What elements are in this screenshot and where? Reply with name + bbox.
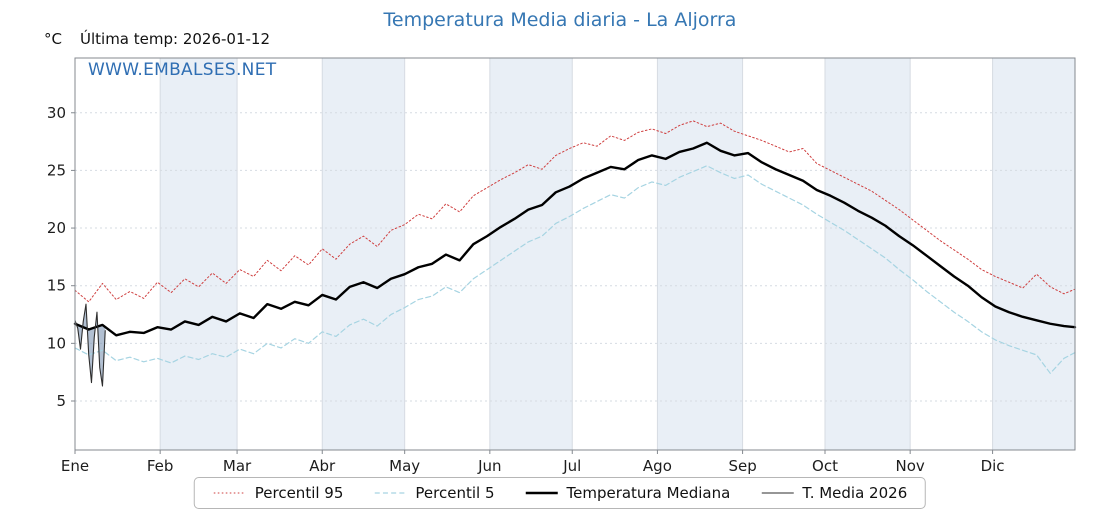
x-tick-label: Jul	[562, 457, 581, 475]
y-tick-label: 5	[56, 392, 66, 410]
series-line-t-media-2026	[74, 303, 106, 387]
month-band	[489, 58, 573, 450]
x-tick-label: Mar	[223, 457, 252, 475]
last-temp-label: Última temp: 2026-01-12	[80, 30, 271, 48]
month-band	[160, 58, 238, 450]
month-band	[992, 58, 1075, 450]
y-tick-label: 30	[47, 104, 66, 122]
series-line-percentil-95	[74, 120, 1076, 303]
legend-label-t-media-2026: T. Media 2026	[802, 484, 908, 502]
x-tick-label: Oct	[812, 457, 838, 475]
y-tick-label: 25	[47, 161, 66, 179]
legend-sample-percentil-95	[213, 492, 246, 494]
legend-sample-percentil-5	[374, 492, 407, 494]
x-tick-label: Dic	[981, 457, 1005, 475]
x-tick-label: Ago	[643, 457, 672, 475]
legend-item-percentil-95: Percentil 95	[213, 484, 344, 502]
legend-item-temperatura-mediana: Temperatura Mediana	[524, 484, 730, 502]
series-line-temperatura-mediana	[73, 141, 1077, 337]
y-tick-label: 15	[47, 277, 66, 295]
y-tick-label: 10	[47, 334, 66, 352]
month-band	[657, 58, 743, 450]
month-band	[322, 58, 405, 450]
legend-sample-t-media-2026	[761, 492, 794, 494]
series-line-percentil-5	[74, 165, 1076, 374]
legend-label-percentil-5: Percentil 5	[415, 484, 495, 502]
x-tick-label: Nov	[896, 457, 925, 475]
x-tick-label: Jun	[477, 457, 501, 475]
x-tick-label: Feb	[147, 457, 174, 475]
legend-label-percentil-95: Percentil 95	[254, 484, 344, 502]
watermark: WWW.EMBALSES.NET	[88, 60, 277, 80]
legend-sample-temperatura-mediana	[525, 491, 558, 495]
x-tick-label: Sep	[728, 457, 756, 475]
legend-item-t-media-2026: T. Media 2026	[760, 484, 907, 502]
x-tick-label: Abr	[309, 457, 336, 475]
legend-label-temperatura-mediana: Temperatura Mediana	[566, 484, 731, 502]
legend: Percentil 95 Percentil 5 Temperatura Media…	[193, 477, 927, 509]
fill-2026-area	[75, 304, 106, 387]
x-tick-label: May	[389, 457, 420, 475]
y-tick-label: 20	[47, 219, 66, 237]
month-band	[825, 58, 911, 450]
legend-item-percentil-5: Percentil 5	[373, 484, 494, 502]
x-tick-label: Ene	[61, 457, 89, 475]
plot-border	[74, 57, 1076, 451]
chart-title: Temperatura Media diaria - La Aljorra	[383, 9, 737, 31]
y-axis-unit-label: °C	[44, 30, 62, 48]
